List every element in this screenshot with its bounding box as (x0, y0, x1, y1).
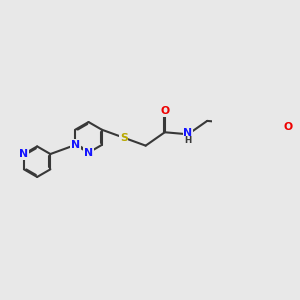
Text: N: N (71, 140, 80, 150)
Text: O: O (284, 122, 293, 132)
Text: N: N (19, 149, 28, 159)
Text: H: H (184, 136, 192, 145)
Text: N: N (184, 128, 193, 138)
Text: S: S (120, 133, 128, 143)
Text: N: N (84, 148, 93, 158)
Text: O: O (160, 106, 169, 116)
